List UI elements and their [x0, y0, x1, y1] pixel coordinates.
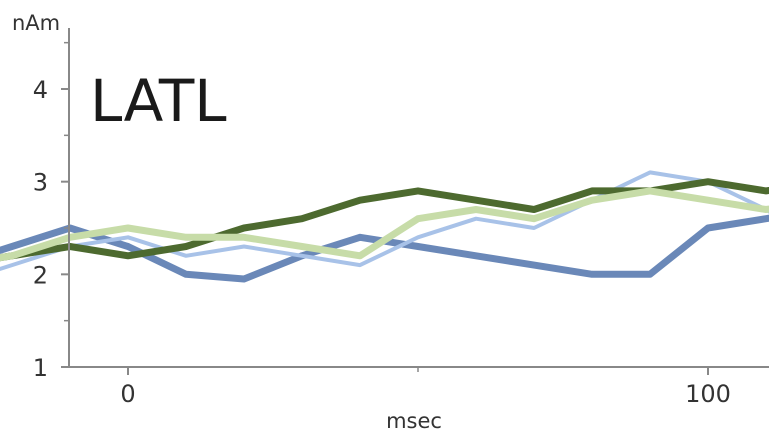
- tick-layer: 01002003004005001234: [33, 41, 731, 408]
- x-unit-label: msec: [386, 409, 442, 433]
- series-layer: [0, 170, 769, 283]
- series-line-4: [0, 187, 769, 262]
- series-line-3: [0, 178, 769, 262]
- y-unit-label: nAm: [12, 11, 60, 35]
- y-tick-label-2: 2: [33, 261, 48, 289]
- series-line-1: [0, 214, 769, 283]
- series-line-2: [0, 170, 769, 272]
- y-tick-label-1: 1: [33, 354, 48, 382]
- y-tick-label-3: 3: [33, 169, 48, 197]
- y-tick-label-4: 4: [33, 76, 48, 104]
- panel-title: LATL: [90, 67, 227, 135]
- x-tick-label-100: 100: [685, 380, 731, 408]
- x-tick-label-0: 0: [120, 380, 135, 408]
